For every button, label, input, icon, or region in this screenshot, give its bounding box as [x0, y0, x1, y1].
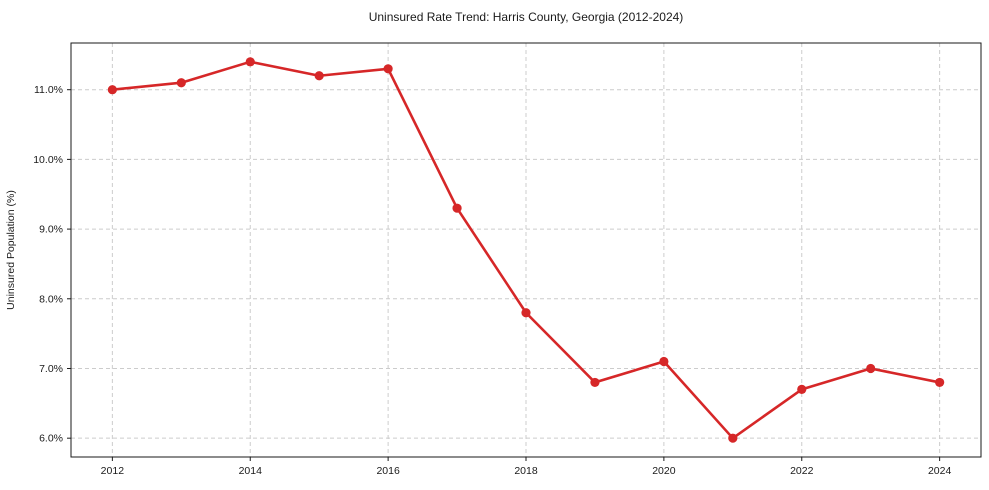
data-point-2020	[659, 356, 669, 367]
y-axis-label: Uninsured Population (%)	[5, 190, 17, 310]
data-point-2022	[797, 384, 807, 394]
data-point-2017	[452, 203, 462, 213]
y-tick-label: 7.0%	[39, 363, 63, 375]
x-tick-label: 2022	[790, 465, 814, 477]
x-tick-label: 2016	[376, 465, 400, 477]
data-point-2018	[521, 308, 531, 318]
data-point-2013	[176, 78, 186, 88]
y-tick-label: 6.0%	[39, 433, 63, 445]
y-tick-label: 10.0%	[33, 154, 63, 166]
data-point-2023	[866, 363, 876, 374]
data-point-2015	[314, 71, 324, 81]
y-tick-label: 11.0%	[34, 84, 63, 96]
data-point-2012	[107, 85, 117, 95]
tick-label-layer: 2012 2014 2016 2018 2020 2022 2024 6.0% 7.0% 8.0%…	[33, 84, 951, 477]
x-tick-label: 2014	[239, 465, 263, 477]
data-point-2019	[590, 377, 600, 388]
grid-layer	[71, 43, 981, 457]
x-tick-label: 2020	[652, 465, 676, 477]
data-point-2021	[728, 433, 738, 443]
data-point-2014	[245, 57, 255, 67]
x-tick-label: 2012	[101, 465, 125, 477]
data-point-2024	[935, 377, 945, 388]
series-layer	[107, 57, 945, 443]
x-tick-label: 2024	[928, 465, 952, 477]
tick-layer	[67, 89, 941, 461]
chart-title: Uninsured Rate Trend: Harris County, Geo…	[369, 10, 684, 24]
x-tick-label: 2018	[514, 465, 538, 477]
y-tick-label: 9.0%	[39, 224, 63, 236]
data-point-2016	[383, 64, 393, 74]
y-tick-label: 8.0%	[39, 293, 63, 305]
